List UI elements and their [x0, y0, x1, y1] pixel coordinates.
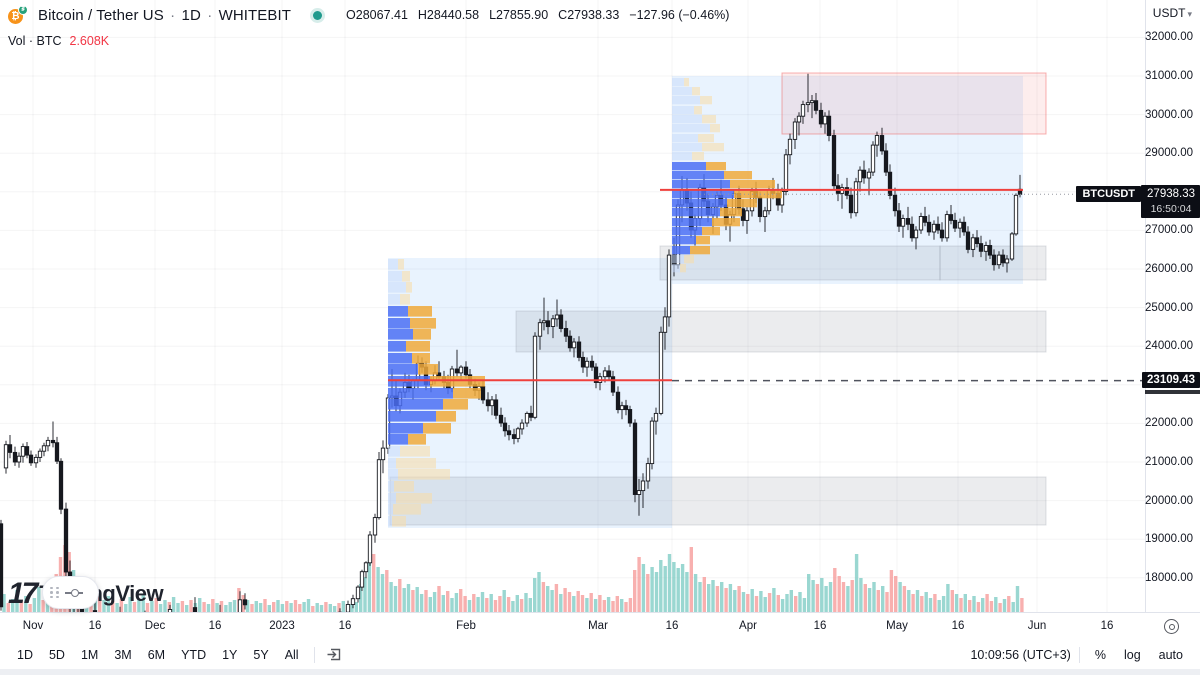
time-axis[interactable]: Nov 16 Dec 16 2023 16 Feb Mar 16 Apr 16 May 16 Jun 16 [0, 612, 1200, 640]
price-tick: 32000.00 [1145, 31, 1193, 43]
drag-handle-icon[interactable] [50, 586, 59, 599]
range-button-6m[interactable]: 6M [147, 647, 166, 662]
price-tick: 31000.00 [1145, 70, 1193, 82]
scale-button-percent[interactable]: % [1094, 647, 1106, 662]
range-button-1d[interactable]: 1D [17, 647, 33, 662]
realtime-clock-icon[interactable] [1164, 619, 1179, 634]
symbol-legend: ₿ ₮ Bitcoin / Tether US · 1D · WHITEBIT … [8, 5, 729, 48]
price-tick: 29000.00 [1145, 147, 1193, 159]
bar-countdown: 16:50:04 [1150, 202, 1192, 215]
hidden-label-sliver [1145, 389, 1200, 394]
time-tick: May [886, 620, 908, 632]
time-tick: Nov [22, 620, 44, 632]
time-tick: Dec [144, 620, 166, 632]
volume-value: 2.608K [69, 34, 110, 48]
range-button-5y[interactable]: 5Y [253, 647, 269, 662]
ohlc-values: O28067.41 H28440.58 L27855.90 C27938.33 … [346, 8, 729, 22]
volume-profiles [388, 78, 782, 527]
currency-dropdown[interactable]: USDT ▾ [1152, 6, 1192, 20]
candlestick-chart[interactable] [0, 0, 1145, 612]
timeframe-label[interactable]: 1D [181, 6, 201, 24]
price-tick: 19000.00 [1145, 533, 1193, 545]
time-tick: 16 [88, 620, 102, 632]
close-value: C27938.33 [558, 8, 620, 22]
chart-pane[interactable] [0, 0, 1145, 612]
chevron-down-icon: ▾ [1187, 9, 1192, 19]
time-tick: 16 [665, 620, 679, 632]
range-button-1m[interactable]: 1M [80, 647, 99, 662]
symbol-title[interactable]: Bitcoin / Tether US · 1D · WHITEBIT [38, 6, 292, 24]
zone-supply [781, 72, 1047, 135]
open-value: O28067.41 [346, 8, 408, 22]
separator: · [207, 6, 213, 24]
scale-button-log[interactable]: log [1123, 647, 1141, 662]
bottom-toolbar: 1D 5D 1M 3M 6M YTD 1Y 5Y All 10:09:56 (UTC+3) % l… [0, 640, 1200, 669]
high-value: H28440.58 [417, 8, 480, 22]
floating-toolbar[interactable] [42, 576, 99, 609]
range-button-5d[interactable]: 5D [48, 647, 65, 662]
time-tick: 2023 [269, 620, 295, 632]
price-tick: 30000.00 [1145, 109, 1193, 121]
time-tick: Mar [588, 620, 608, 632]
time-tick: Feb [456, 620, 476, 632]
time-tick: 16 [813, 620, 827, 632]
range-button-1y[interactable]: 1Y [222, 647, 238, 662]
time-tick: 16 [208, 620, 222, 632]
time-tick: Jun [1027, 620, 1047, 632]
volume-indicator-label[interactable]: Vol · BTC [8, 34, 62, 48]
low-value: L27855.90 [489, 8, 549, 22]
level-lines [388, 188, 1145, 382]
time-tick: 16 [1100, 620, 1114, 632]
session-clock[interactable]: 10:09:56 (UTC+3) [970, 647, 1071, 662]
price-tick: 21000.00 [1145, 456, 1193, 468]
zone-gray [389, 476, 1047, 526]
pair-logo-icon: ₿ ₮ [8, 5, 28, 25]
tether-icon: ₮ [18, 5, 28, 15]
current-price-tag: BTCUSDT 27938.33 16:50:04 [1076, 185, 1200, 218]
price-tick: 25000.00 [1145, 302, 1193, 314]
range-button-ytd[interactable]: YTD [181, 647, 207, 662]
gridlines [0, 0, 1145, 612]
tradingview-logo-icon: 17 [8, 577, 38, 610]
go-to-date-icon [327, 648, 341, 661]
separator: · [170, 6, 176, 24]
change-value: −127.96 (−0.46%) [629, 8, 730, 22]
price-tick: 18000.00 [1145, 572, 1193, 584]
price-tick: 27000.00 [1145, 224, 1193, 236]
zone-gray [515, 310, 1047, 353]
slider-icon[interactable] [65, 588, 83, 598]
price-tick: 20000.00 [1145, 495, 1193, 507]
price-tick: 24000.00 [1145, 340, 1193, 352]
bottom-strip [0, 669, 1200, 675]
go-to-date-button[interactable] [323, 644, 347, 666]
level-price-tag: 23109.43 [1142, 371, 1200, 388]
symbol-tag: BTCUSDT [1076, 186, 1142, 203]
exchange-label: WHITEBIT [218, 6, 292, 24]
range-button-all[interactable]: All [284, 647, 299, 662]
price-tick: 22000.00 [1145, 417, 1193, 429]
toolbar-divider [313, 646, 315, 663]
date-range-buttons: 1D 5D 1M 3M 6M YTD 1Y 5Y All [0, 645, 306, 665]
scale-controls: % log auto [1088, 645, 1200, 665]
time-tick: Apr [739, 620, 757, 632]
toolbar-divider [1078, 646, 1080, 663]
zones [388, 72, 1047, 528]
scale-button-auto[interactable]: auto [1158, 647, 1183, 662]
time-tick: 16 [951, 620, 965, 632]
price-tick: 26000.00 [1145, 263, 1193, 275]
market-status-icon[interactable] [313, 10, 323, 20]
price-axis[interactable]: USDT ▾ 32000.00 31000.00 30000.00 29000.00 27… [1145, 0, 1200, 612]
time-tick: 16 [338, 620, 352, 632]
range-button-3m[interactable]: 3M [114, 647, 132, 662]
last-price: 27938.33 [1147, 188, 1195, 201]
